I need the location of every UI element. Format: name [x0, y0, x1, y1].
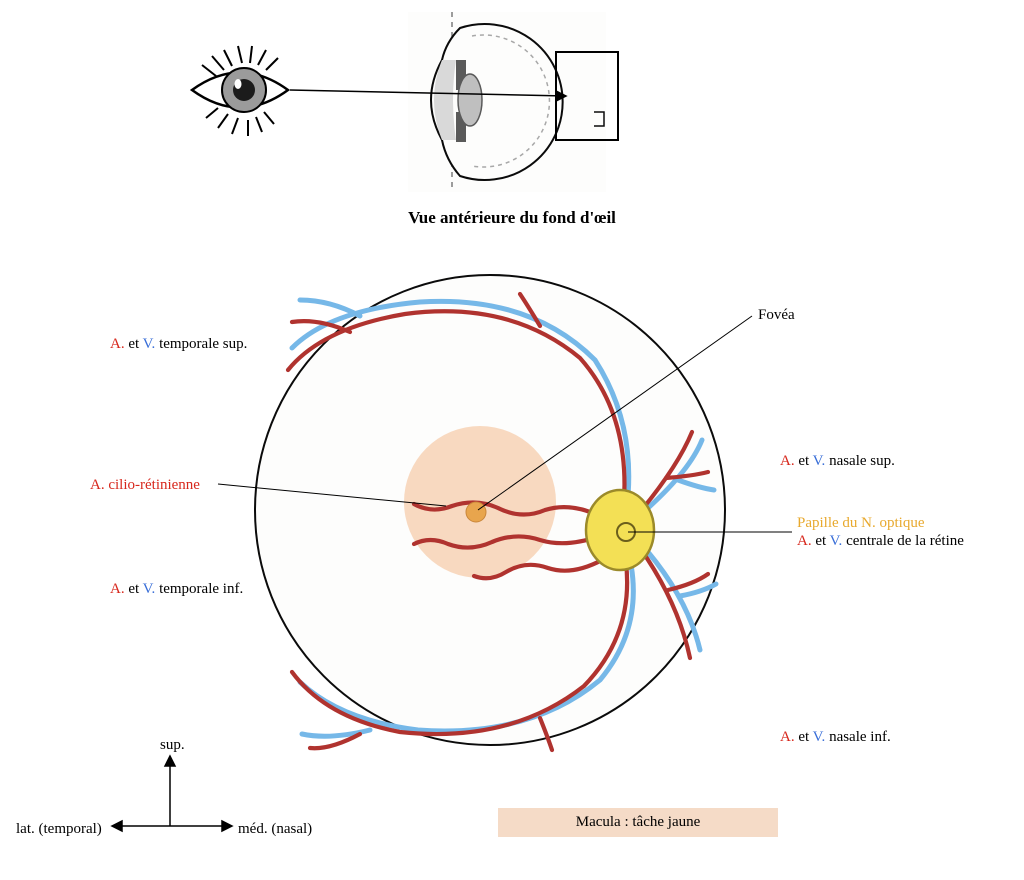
eyeball-cross-section [408, 12, 606, 192]
fovea-dot [466, 502, 486, 522]
diagram-title: Vue antérieure du fond d'œil [0, 208, 1024, 228]
axis-label-lat: lat. (temporal) [16, 820, 102, 838]
label-av-nasale-inf: A. et V. nasale inf. [780, 728, 891, 746]
optic-disc [586, 490, 654, 570]
eye-icon [192, 46, 288, 136]
top-diagram [0, 0, 1024, 210]
label-av-temporale-sup: A. et V. temporale sup. [110, 335, 247, 353]
label-av-centrale-retine: A. et V. centrale de la rétine [797, 532, 964, 550]
label-fovea: Fovéa [758, 306, 795, 324]
axis-label-med: méd. (nasal) [238, 820, 312, 838]
label-a-cilio-retinienne: A. cilio-rétinienne [90, 476, 200, 494]
label-papille: Papille du N. optique [797, 514, 925, 532]
page-root: { "canvas": { "width": 1024, "height": 8… [0, 0, 1024, 860]
label-av-temporale-inf: A. et V. temporale inf. [110, 580, 243, 598]
macula-legend: Macula : tâche jaune [498, 808, 778, 837]
label-av-nasale-sup: A. et V. nasale sup. [780, 452, 895, 470]
axis-label-sup: sup. [160, 736, 185, 754]
